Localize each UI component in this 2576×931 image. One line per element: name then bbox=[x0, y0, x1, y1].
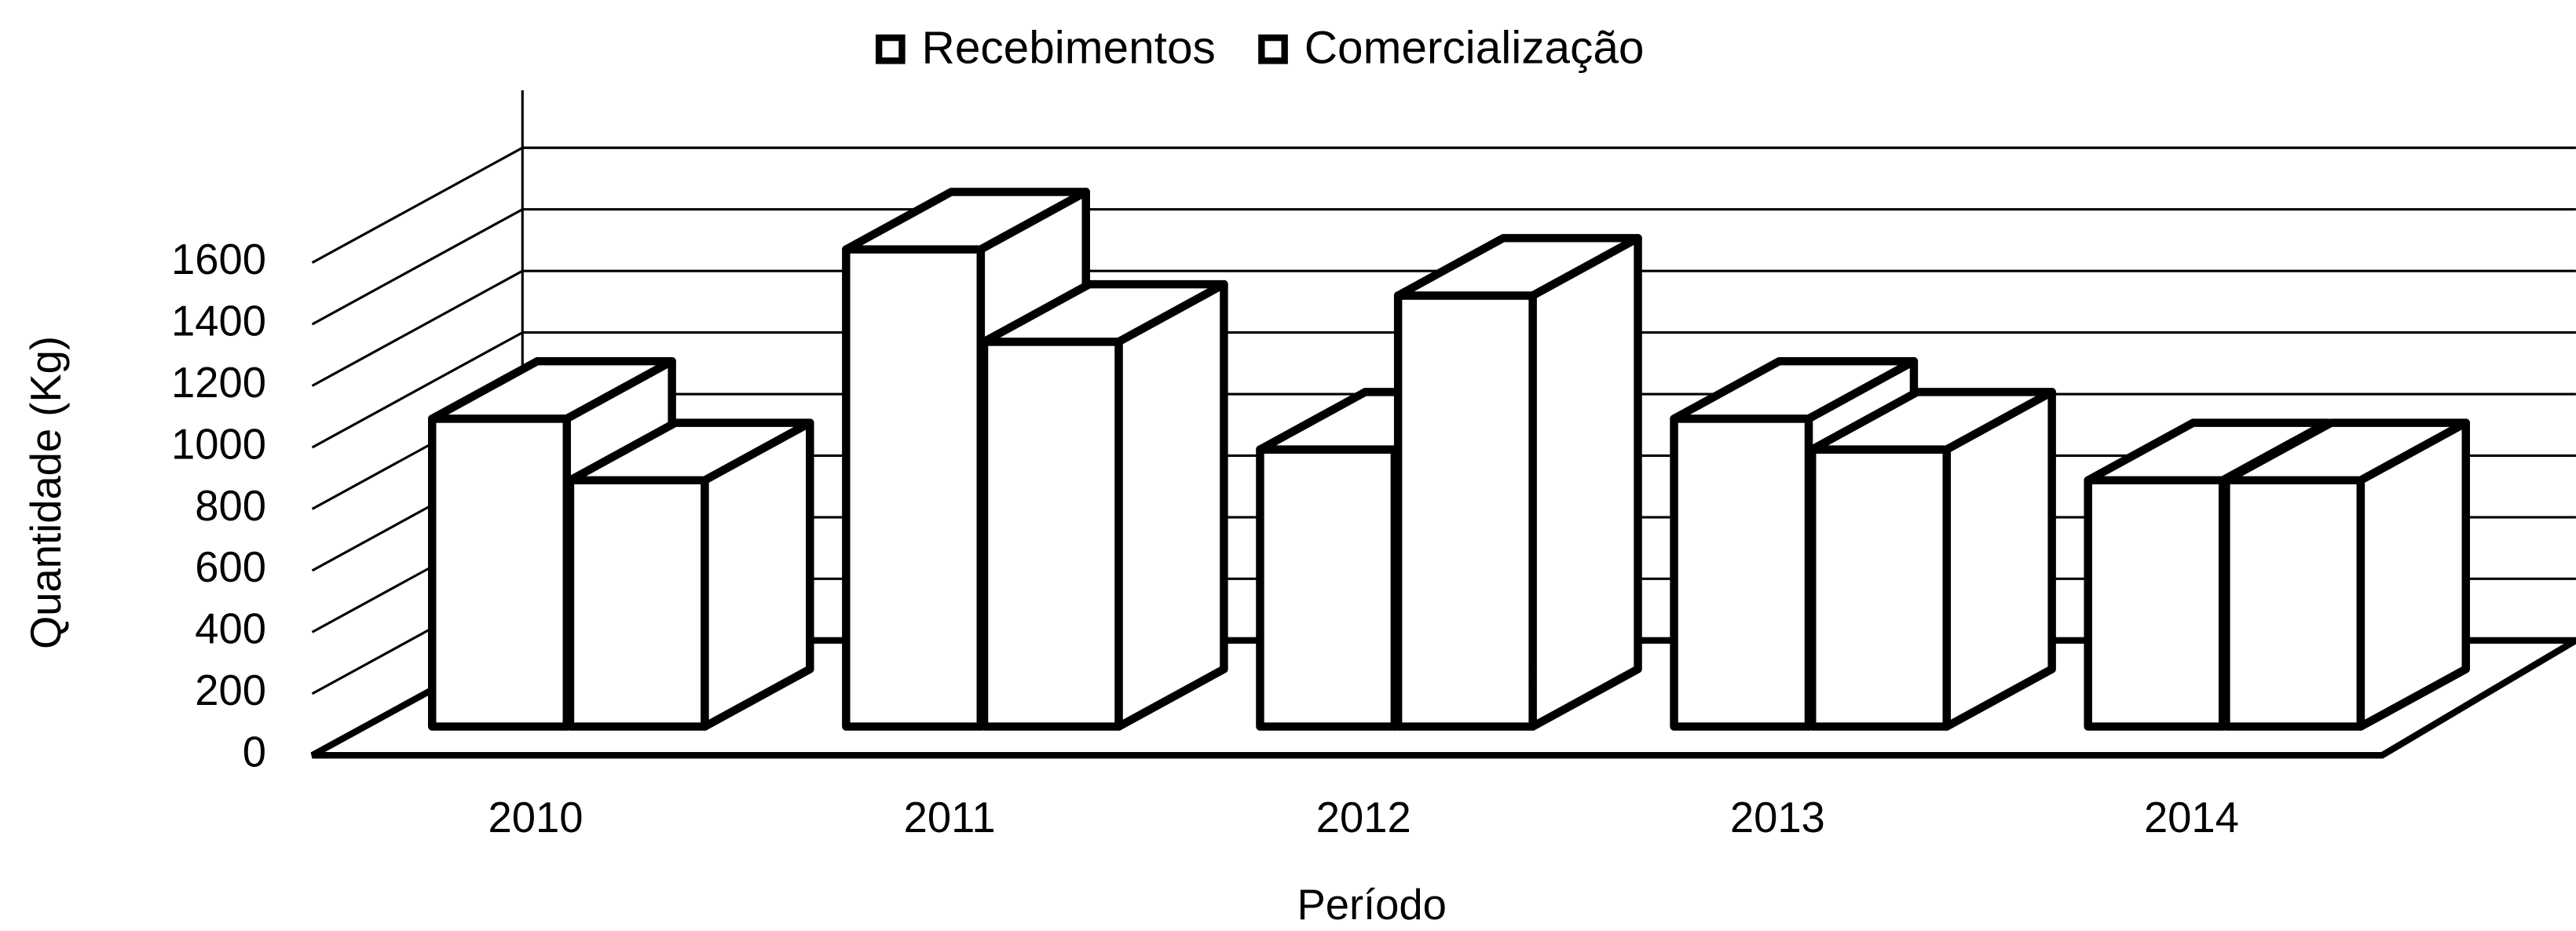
y-tick-label: 1600 bbox=[171, 235, 266, 283]
legend-label: Recebimentos bbox=[922, 22, 1216, 73]
bar-front bbox=[1256, 445, 1400, 731]
x-axis-label: Período bbox=[1297, 881, 1446, 929]
legend-label: Comercialização bbox=[1304, 22, 1645, 73]
bar-front bbox=[1393, 291, 1537, 731]
bar-side bbox=[1114, 279, 1228, 731]
bar-front bbox=[565, 476, 709, 731]
bar-side bbox=[701, 418, 814, 731]
legend-swatch bbox=[875, 34, 906, 64]
bar bbox=[565, 418, 814, 731]
x-tick-label: 2013 bbox=[1730, 794, 1825, 842]
grid-line bbox=[311, 208, 524, 326]
x-tick-label: 2012 bbox=[1316, 794, 1411, 842]
bar-front bbox=[2084, 476, 2227, 731]
x-tick-label: 2014 bbox=[2144, 794, 2239, 842]
y-tick-label: 0 bbox=[243, 728, 266, 776]
bar-side bbox=[1528, 234, 1642, 731]
y-tick-label: 400 bbox=[195, 605, 266, 653]
bar-front bbox=[1670, 414, 1813, 731]
bar-front bbox=[842, 245, 986, 731]
y-tick-label: 800 bbox=[195, 482, 266, 530]
bar-front bbox=[2222, 476, 2366, 731]
bar bbox=[1393, 234, 1642, 731]
bar bbox=[2222, 418, 2470, 731]
grid-line bbox=[311, 269, 524, 387]
x-tick-label: 2011 bbox=[904, 794, 996, 842]
y-tick-label: 1200 bbox=[171, 359, 266, 407]
y-tick-label: 1000 bbox=[171, 420, 266, 468]
legend-swatch bbox=[1258, 34, 1288, 64]
y-tick-label: 600 bbox=[195, 543, 266, 591]
bar-front bbox=[1808, 445, 1952, 731]
grid-line bbox=[311, 146, 524, 265]
grid-line bbox=[311, 331, 524, 449]
bar-side bbox=[1942, 388, 2056, 731]
y-axis-label: Quantidade (Kg) bbox=[22, 336, 70, 649]
x-tick-label: 2010 bbox=[488, 794, 584, 842]
y-tick-label: 1400 bbox=[171, 297, 266, 345]
bar bbox=[979, 279, 1228, 731]
y-tick-label: 200 bbox=[195, 666, 266, 714]
bar-front bbox=[427, 414, 571, 731]
bar-side bbox=[2356, 418, 2470, 731]
bar bbox=[1808, 388, 2056, 731]
bar-front bbox=[979, 338, 1123, 731]
